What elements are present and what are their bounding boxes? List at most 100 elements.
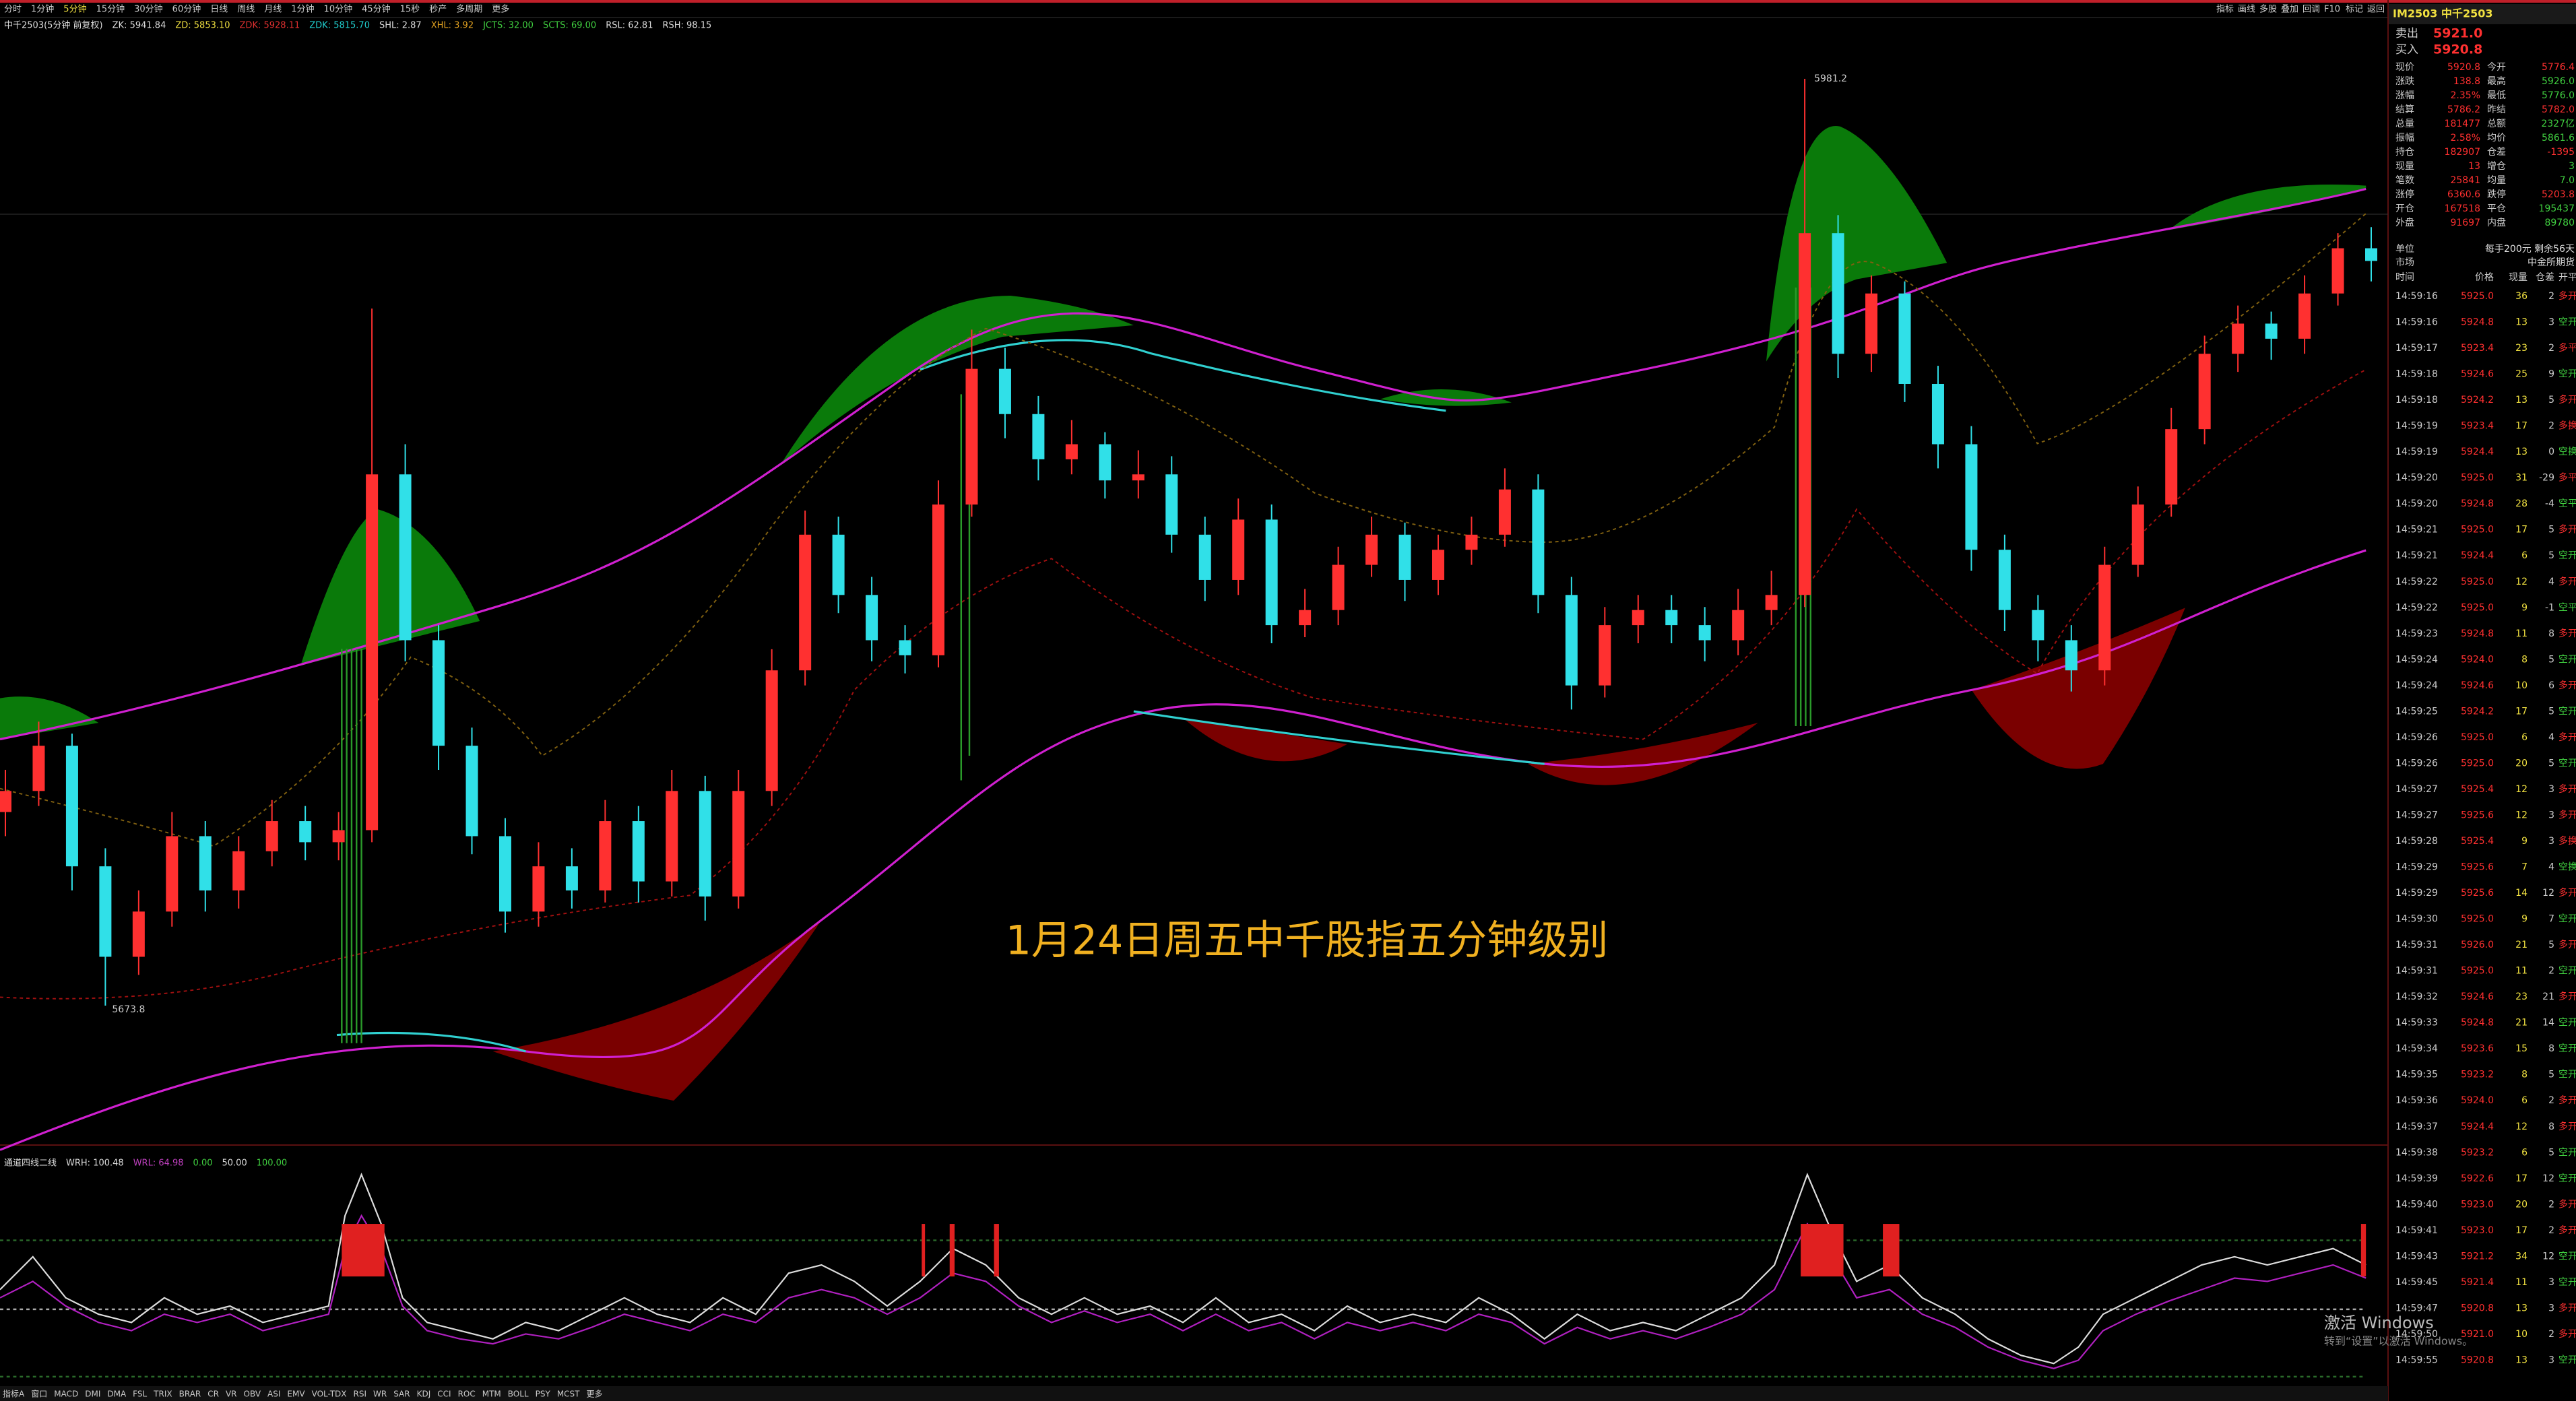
green-area [0, 696, 99, 740]
tick-cell: 多开 [2558, 1225, 2576, 1236]
quote-value: 7.0 [2560, 175, 2575, 186]
tab[interactable]: MTM [482, 1390, 501, 1399]
menu-button[interactable]: 指标 [2216, 5, 2234, 15]
tab[interactable]: MACD [54, 1390, 78, 1399]
tick-cell: 空平 [2558, 498, 2576, 509]
candle-body [732, 791, 745, 897]
tick-cell: 14:59:38 [2395, 1147, 2438, 1158]
candle-body [2131, 504, 2144, 565]
tick-cell: 5924.8 [2461, 628, 2494, 639]
tick-cell: 14:59:16 [2395, 291, 2438, 302]
menu-item: 45分钟 [362, 4, 391, 15]
candle-body [2098, 564, 2111, 671]
tick-cell: 3 [2548, 1303, 2554, 1313]
tab[interactable]: BRAR [179, 1390, 201, 1399]
candle-body [532, 866, 545, 912]
tick-cell: 5921.0 [2461, 1329, 2494, 1340]
menu-button[interactable]: 标记 [2346, 5, 2363, 15]
tick-cell: 5924.0 [2461, 654, 2494, 665]
tick-cell: 空开 [2558, 654, 2576, 665]
tab[interactable]: VR [226, 1390, 237, 1399]
candle-body [998, 368, 1011, 414]
tick-cell: 5923.4 [2461, 343, 2494, 354]
tick-cell: 5924.8 [2461, 317, 2494, 328]
tab[interactable]: WR [373, 1390, 387, 1399]
menu-button[interactable]: 画线 [2238, 5, 2255, 15]
tab[interactable]: OBV [244, 1390, 261, 1399]
tick-cell: 7 [2521, 862, 2527, 873]
menu-item: 多周期 [456, 4, 482, 15]
green-area [780, 296, 1134, 465]
tab[interactable]: CR [207, 1390, 219, 1399]
tick-cell: 14:59:22 [2395, 602, 2438, 613]
menu-button[interactable]: 多股 [2259, 4, 2277, 15]
tick-cell: 多开 [2558, 576, 2576, 587]
tick-cell: 5923.2 [2461, 1147, 2494, 1158]
tick-cell: 空换 [2558, 446, 2576, 457]
band-segment [920, 339, 1446, 412]
tab[interactable]: FSL [133, 1390, 147, 1399]
candle-body [1132, 474, 1145, 481]
quote-label: 最高 [2487, 75, 2506, 87]
tab[interactable]: TRIX [153, 1390, 172, 1399]
tab[interactable]: ROC [458, 1390, 476, 1399]
oscillator-label: 100.00 [257, 1159, 288, 1169]
candle-body [1431, 550, 1444, 580]
menu-button[interactable]: 回调 [2303, 5, 2320, 15]
tab[interactable]: EMV [287, 1390, 305, 1399]
tick-cell: 多开 [2558, 731, 2576, 743]
tick-cell: 31 [2515, 473, 2527, 484]
tab[interactable]: DMI [85, 1390, 100, 1399]
candle-body [1099, 444, 1112, 481]
tick-cell: 多开 [2558, 290, 2576, 302]
tab[interactable]: SAR [393, 1390, 410, 1399]
quote-value: 5786.2 [2447, 104, 2480, 115]
tick-cell: 14:59:27 [2395, 810, 2438, 820]
candle-body [2298, 293, 2311, 339]
tick-cell: 12 [2515, 577, 2527, 587]
tick-cell: 3 [2548, 317, 2554, 328]
tick-cell: 空开 [2558, 706, 2576, 717]
tick-cell: 6 [2521, 550, 2527, 561]
tick-cell: 5 [2548, 1147, 2554, 1158]
tick-cell: 空开 [2558, 1355, 2576, 1365]
candle-body [1065, 444, 1078, 459]
tab[interactable]: VOL-TDX [312, 1390, 347, 1399]
tab[interactable]: 指标A [3, 1389, 25, 1399]
candle-body [1365, 534, 1378, 565]
tick-cell: 8 [2548, 1043, 2554, 1054]
tick-cell: 多开 [2558, 1121, 2576, 1132]
tab[interactable]: ASI [267, 1390, 280, 1399]
menu-item: 60分钟 [172, 4, 201, 15]
tick-cell: 21 [2515, 1018, 2527, 1029]
menu-button[interactable]: 返回 [2367, 5, 2385, 15]
indicator-value: ZD: 5853.10 [175, 21, 230, 31]
tick-cell: 14:59:36 [2395, 1095, 2438, 1106]
quote-label: 仓差 [2487, 147, 2506, 158]
tick-cell: 12 [2542, 1251, 2554, 1262]
tab[interactable]: 窗口 [31, 1390, 47, 1399]
tick-cell: 14:59:43 [2395, 1251, 2438, 1262]
tab[interactable]: MCST [557, 1390, 580, 1399]
tab[interactable]: KDJ [417, 1390, 431, 1399]
tick-cell: 6 [2521, 732, 2527, 743]
candle-body [1265, 519, 1278, 626]
tick-cell: 5 [2548, 758, 2554, 769]
candle-body [2065, 640, 2078, 671]
tab[interactable]: PSY [536, 1390, 551, 1399]
tick-cell: 6 [2521, 1147, 2527, 1158]
band-segment [336, 710, 1545, 1053]
candle-body [1732, 610, 1745, 641]
tab[interactable]: CCI [437, 1390, 451, 1399]
oscillator-label: WRL: 64.98 [133, 1159, 184, 1169]
tab[interactable]: DMA [107, 1390, 127, 1399]
quote-label: 均价 [2487, 133, 2506, 143]
menu-button[interactable]: 叠加 [2281, 5, 2298, 15]
tab[interactable]: RSI [354, 1390, 367, 1399]
tab[interactable]: 更多 [587, 1390, 603, 1399]
menu-button[interactable]: F10 [2324, 5, 2340, 15]
tick-cell: 13 [2515, 317, 2527, 328]
tab[interactable]: BOLL [508, 1390, 529, 1399]
indicator-value: SCTS: 69.00 [543, 21, 596, 31]
quote-value: 5926.0 [2542, 76, 2575, 87]
